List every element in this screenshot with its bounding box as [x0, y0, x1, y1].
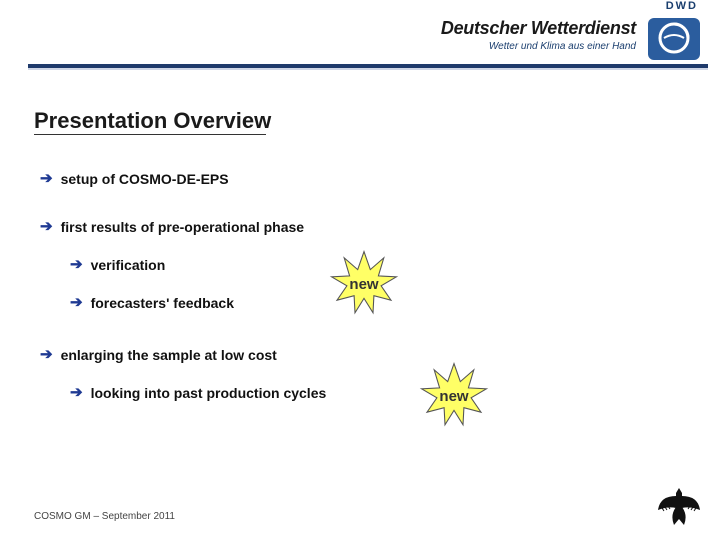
new-badge-2: new: [418, 360, 490, 432]
arrow-icon: ➔: [40, 218, 53, 236]
page-title: Presentation Overview: [34, 108, 271, 134]
bullet-feedback: ➔ forecasters' feedback: [70, 294, 234, 312]
new-badge-1: new: [328, 248, 400, 320]
bullet-text: looking into past production cycles: [91, 384, 327, 402]
bullet-past-cycles: ➔ looking into past production cycles: [70, 384, 326, 402]
arrow-icon: ➔: [70, 384, 83, 402]
slide: DWD Deutscher Wetterdienst Wetter und Kl…: [0, 0, 720, 540]
bullet-enlarging: ➔ enlarging the sample at low cost: [40, 346, 277, 364]
arrow-icon: ➔: [40, 170, 53, 188]
bullet-text: setup of COSMO-DE-EPS: [61, 170, 229, 188]
org-title: Deutscher Wetterdienst: [441, 18, 636, 39]
bullet-setup: ➔ setup of COSMO-DE-EPS: [40, 170, 229, 188]
header-rule-light: [28, 68, 708, 70]
eagle-icon: [656, 484, 702, 530]
dwd-logo-icon: [646, 8, 702, 64]
title-underline: [34, 134, 266, 135]
arrow-icon: ➔: [70, 256, 83, 274]
header-text: Deutscher Wetterdienst Wetter und Klima …: [441, 18, 636, 52]
bullet-text: enlarging the sample at low cost: [61, 346, 277, 364]
arrow-icon: ➔: [70, 294, 83, 312]
burst-label: new: [418, 360, 490, 432]
arrow-icon: ➔: [40, 346, 53, 364]
footer-text: COSMO GM – September 2011: [34, 511, 175, 522]
bullet-text: forecasters' feedback: [91, 294, 234, 312]
bullet-text: first results of pre-operational phase: [61, 218, 305, 236]
bullet-text: verification: [91, 256, 166, 274]
bullet-first-results: ➔ first results of pre-operational phase: [40, 218, 304, 236]
burst-label: new: [328, 248, 400, 320]
bullet-verification: ➔ verification: [70, 256, 165, 274]
org-subtitle: Wetter und Klima aus einer Hand: [441, 41, 636, 52]
header: DWD Deutscher Wetterdienst Wetter und Kl…: [0, 0, 720, 68]
